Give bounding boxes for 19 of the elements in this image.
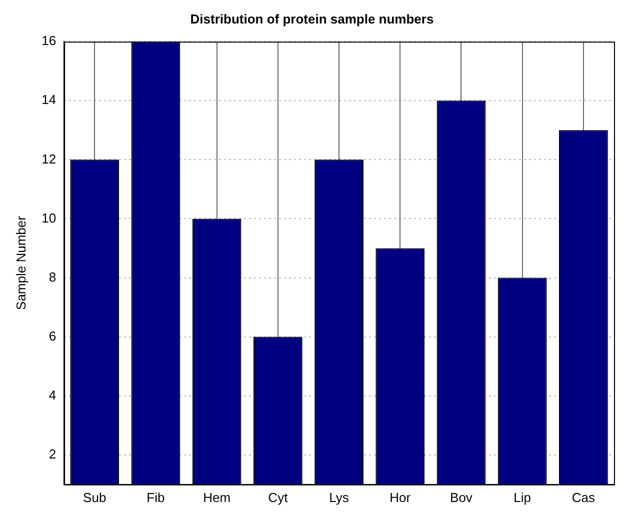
x-tick-label: Fib: [146, 490, 165, 505]
chart-title: Distribution of protein sample numbers: [190, 11, 434, 26]
y-tick-label: 12: [42, 151, 56, 166]
y-tick-label: 14: [42, 92, 56, 108]
y-tick-label: 16: [42, 33, 56, 48]
y-tick-label: 2: [48, 446, 56, 462]
y-tick-label: 4: [48, 387, 56, 402]
x-tick-label: Lip: [514, 490, 532, 505]
x-tick-label: Cas: [572, 490, 596, 505]
x-tick-label: Bov: [450, 490, 473, 505]
x-tick-label: Lys: [329, 490, 350, 505]
y-tick-label: 8: [48, 269, 56, 284]
y-tick-label: 10: [42, 210, 56, 226]
x-tick-label: Cyt: [268, 490, 288, 505]
x-tick-label: Hor: [390, 490, 412, 505]
x-tick-label: Sub: [83, 490, 106, 505]
x-tick-label: Hem: [203, 490, 231, 505]
y-tick-label: 6: [48, 328, 56, 344]
y-axis-title: Sample Number: [13, 215, 28, 310]
